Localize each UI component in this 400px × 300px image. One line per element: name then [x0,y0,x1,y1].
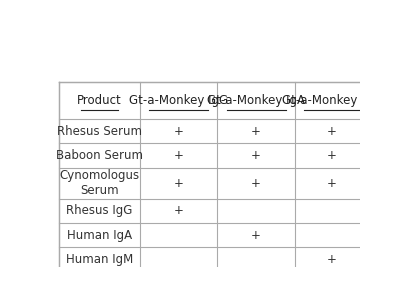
Text: +: + [251,125,261,138]
Text: +: + [251,149,261,162]
Text: +: + [327,125,337,138]
Text: +: + [251,229,261,242]
Text: Human IgA: Human IgA [67,229,132,242]
Text: +: + [174,205,184,218]
Text: +: + [327,177,337,190]
Text: Cynomologus
Serum: Cynomologus Serum [60,169,140,197]
Text: +: + [251,177,261,190]
Text: Human IgM: Human IgM [66,253,133,266]
Text: +: + [174,177,184,190]
Text: +: + [174,125,184,138]
Text: Product: Product [77,94,122,107]
Text: Gt-a-Monkey IgM: Gt-a-Monkey IgM [282,94,382,107]
Text: +: + [174,149,184,162]
Text: Rhesus Serum: Rhesus Serum [57,125,142,138]
Text: Gt-a-Monkey IgG: Gt-a-Monkey IgG [129,94,228,107]
Text: Gt-a-Monkey IgA: Gt-a-Monkey IgA [207,94,305,107]
Text: Baboon Serum: Baboon Serum [56,149,143,162]
Text: +: + [327,149,337,162]
Text: Rhesus IgG: Rhesus IgG [66,205,133,218]
Text: +: + [327,253,337,266]
